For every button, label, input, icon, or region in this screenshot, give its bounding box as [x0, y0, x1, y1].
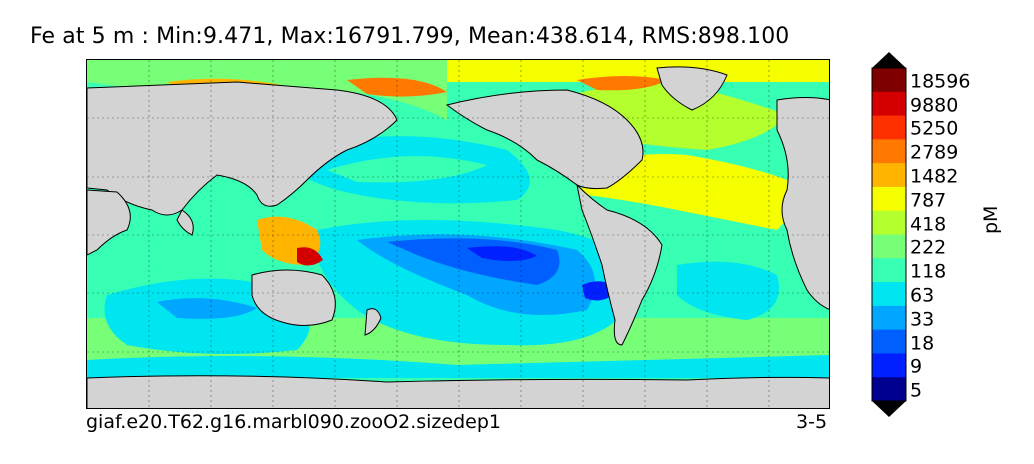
colorbar-segment — [872, 210, 906, 235]
southern-ocean-low — [87, 355, 829, 378]
land-greenland — [656, 66, 728, 111]
colorbar-tick-label: 418 — [910, 213, 947, 236]
colorbar-segment — [872, 91, 906, 117]
colorbar-segment — [872, 258, 906, 283]
colorbar-tick-label: 33 — [910, 308, 935, 331]
colorbar-segment — [872, 353, 906, 378]
gridlines — [87, 60, 829, 408]
colorbar-segment — [872, 282, 906, 307]
colorbar-tick-label: 118 — [910, 260, 947, 283]
colorbar-tick-label: 5250 — [910, 117, 959, 140]
land-new-zealand — [364, 308, 382, 336]
colorbar-tick-label: 5 — [910, 379, 923, 402]
colorbar-segment — [872, 68, 906, 93]
case-name-label: giaf.e20.T62.g16.marbl090.zooO2.sizedep1 — [86, 411, 501, 433]
colorbar-tick-label: 63 — [910, 284, 935, 307]
colorbar-frame — [871, 67, 907, 402]
colorbar-extend-min — [872, 401, 906, 417]
land-india — [176, 209, 194, 236]
south-pacific-minimum — [467, 246, 537, 262]
colorbar-tick-label: 1482 — [910, 165, 959, 188]
arctic-orange-3 — [577, 76, 667, 91]
colorbar-segment — [872, 234, 906, 259]
land-north-america — [445, 89, 644, 190]
colorbar-tick-label: 18 — [910, 332, 935, 355]
colorbar-segment — [872, 115, 906, 140]
land-eurasia — [87, 81, 398, 216]
colorbar-segment — [872, 139, 906, 164]
arctic-orange-2 — [347, 77, 447, 97]
land-africa-east — [776, 97, 829, 310]
colorbar-tick-label: 9 — [910, 355, 923, 378]
map-panel — [86, 59, 830, 409]
land-south-america — [576, 183, 663, 346]
chart-title: Fe at 5 m : Min:9.471, Max:16791.799, Me… — [30, 24, 790, 49]
colorbar-unit: pM — [980, 205, 1002, 234]
south-atlantic-low — [677, 261, 779, 320]
colorbar-tick-label: 18596 — [910, 70, 971, 93]
colorbar-segment — [872, 377, 906, 402]
colorbar-tick-label: 9880 — [910, 94, 959, 117]
colorbar-tick-label: 2789 — [910, 141, 959, 164]
land-africa-west — [87, 189, 131, 256]
new-guinea-max — [297, 247, 323, 266]
colorbar-segment — [872, 186, 906, 212]
colorbar-extend-max — [872, 52, 906, 68]
north-pacific-mid — [327, 156, 487, 183]
land-antarctica — [87, 375, 829, 408]
indian-ocean-core — [157, 298, 257, 319]
map-svg — [87, 60, 829, 408]
colorbar-segment — [872, 329, 906, 354]
colorbar-tick-label: 222 — [910, 236, 947, 259]
colorbar-segment — [872, 163, 906, 188]
period-label: 3-5 — [796, 411, 828, 433]
colorbar-segment — [872, 305, 906, 331]
colorbar-svg — [871, 52, 907, 417]
colorbar — [871, 52, 907, 417]
colorbar-tick-label: 787 — [910, 189, 947, 212]
